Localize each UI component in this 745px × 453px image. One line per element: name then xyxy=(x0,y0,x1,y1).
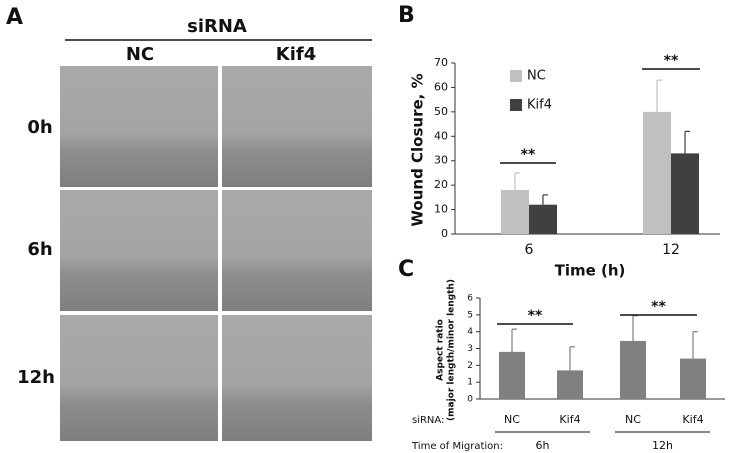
row-label: Time of Migration: xyxy=(411,441,503,452)
row-label: 6h xyxy=(27,239,52,260)
bar xyxy=(529,204,557,234)
column-label: NC xyxy=(126,44,154,65)
x-tick-label: 12 xyxy=(662,242,680,258)
bar xyxy=(499,351,525,399)
y-tick-label: 1 xyxy=(467,378,473,388)
y-tick-label: 3 xyxy=(467,344,473,354)
x-tick-label: 6 xyxy=(525,242,534,258)
panel-label: A xyxy=(6,5,23,30)
micrographs xyxy=(60,66,372,441)
panel-label: C xyxy=(398,257,414,282)
y-tick-label: 10 xyxy=(434,203,448,216)
legend-swatch xyxy=(510,70,522,82)
x-tick-label: NC xyxy=(504,413,520,426)
x-tick-label: NC xyxy=(625,413,641,426)
annotation: ** xyxy=(528,308,543,324)
bar xyxy=(671,153,699,234)
y-tick-label: 70 xyxy=(434,56,448,69)
image xyxy=(222,315,372,441)
bar xyxy=(643,111,671,234)
image xyxy=(222,190,372,311)
annotation: ** xyxy=(521,147,536,163)
row-label: 0h xyxy=(27,117,52,138)
y-tick-label: 30 xyxy=(434,154,448,167)
annotation: ** xyxy=(651,299,666,315)
legend-label: Kif4 xyxy=(527,98,552,113)
x-tick-label: Kif4 xyxy=(682,413,703,426)
image xyxy=(60,190,218,311)
y-tick-label: 40 xyxy=(434,129,448,142)
y-axis-label: Aspect ratio xyxy=(436,319,446,381)
image xyxy=(60,66,218,187)
image xyxy=(222,66,372,187)
bar xyxy=(557,370,583,399)
y-tick-label: 6 xyxy=(467,294,473,304)
y-axis-label: (major length/minor length) xyxy=(447,279,457,421)
y-tick-label: 0 xyxy=(441,227,448,240)
y-tick-label: 60 xyxy=(434,80,448,93)
row-label: 12h xyxy=(17,367,55,388)
image xyxy=(60,315,218,441)
panel-label: B xyxy=(398,3,415,28)
bar xyxy=(680,358,706,399)
y-tick-label: 5 xyxy=(467,310,473,320)
x-axis-label: Time (h) xyxy=(555,262,626,280)
legend-label: NC xyxy=(527,69,546,84)
y-tick-label: 50 xyxy=(434,105,448,118)
y-tick-label: 20 xyxy=(434,178,448,191)
annotation: ** xyxy=(664,53,679,69)
y-tick-label: 4 xyxy=(467,327,473,337)
y-axis-label: Wound Closure, % xyxy=(409,73,427,226)
column-label: Kif4 xyxy=(276,44,316,65)
group-label: 12h xyxy=(652,439,673,452)
group-label: 6h xyxy=(536,439,550,452)
row-label: siRNA: xyxy=(412,415,444,426)
bar xyxy=(501,190,529,234)
x-tick-label: Kif4 xyxy=(559,413,580,426)
header: siRNA xyxy=(187,16,247,37)
y-tick-label: 2 xyxy=(467,361,473,371)
legend-swatch xyxy=(510,99,522,111)
y-tick-label: 0 xyxy=(467,395,473,405)
bar xyxy=(620,340,646,399)
